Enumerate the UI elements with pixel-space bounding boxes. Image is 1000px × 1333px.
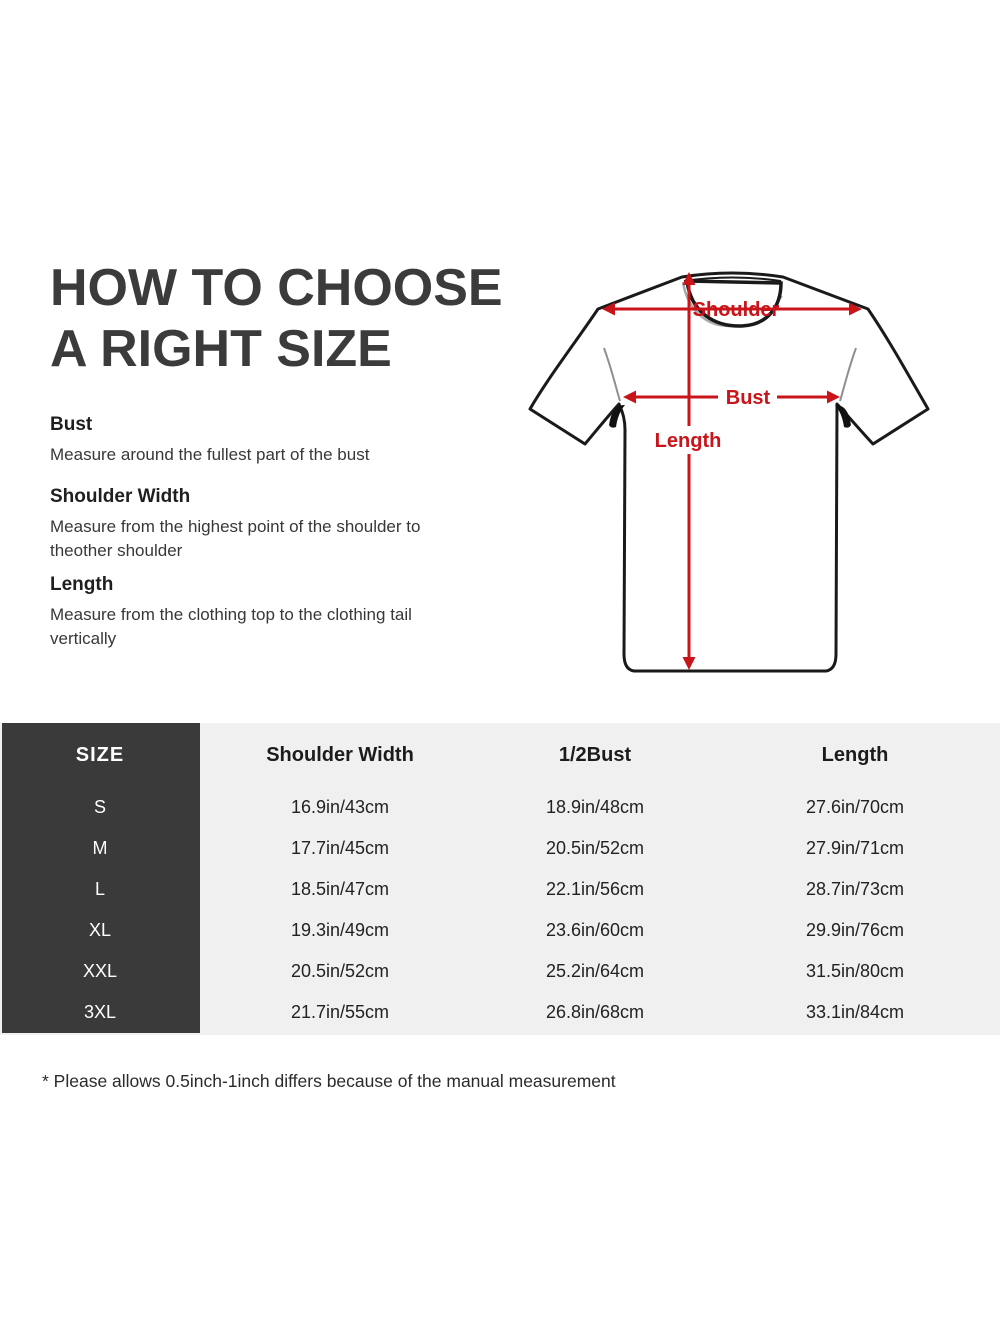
size-label: S bbox=[93, 797, 106, 817]
size-label: XXL bbox=[82, 961, 118, 981]
length-value: 27.6in/70cm bbox=[805, 797, 905, 817]
table-row-xl: XL 19.3in/49cm 23.6in/60cm 29.9in/76cm bbox=[0, 910, 1000, 951]
table-header-row: SIZE Shoulder Width 1/2Bust Length bbox=[0, 723, 1000, 787]
table-row-l: L 18.5in/47cm 22.1in/56cm 28.7in/73cm bbox=[0, 869, 1000, 910]
size-label: 3XL bbox=[83, 1002, 117, 1022]
sleeve-seams bbox=[603, 347, 857, 402]
shoulder-value: 18.5in/47cm bbox=[290, 879, 390, 899]
shoulder-value: 17.7in/45cm bbox=[290, 838, 390, 858]
header-shoulder-width: Shoulder Width bbox=[266, 743, 414, 766]
length-value: 27.9in/71cm bbox=[805, 838, 905, 858]
measurement-disclaimer: * Please allows 0.5inch-1inch differs be… bbox=[42, 1071, 616, 1091]
header-size: SIZE bbox=[75, 743, 125, 766]
table-row-m: M 17.7in/45cm 20.5in/52cm 27.9in/71cm bbox=[0, 828, 1000, 869]
guide-desc-length: Measure from the clothing top to the clo… bbox=[50, 605, 412, 648]
bust-value: 26.8in/68cm bbox=[545, 1002, 645, 1022]
size-label: L bbox=[94, 879, 105, 899]
shoulder-arrow-label: Shoulder bbox=[693, 299, 780, 321]
bust-value: 20.5in/52cm bbox=[545, 838, 645, 858]
shoulder-value: 19.3in/49cm bbox=[290, 920, 390, 940]
length-arrow-label: Length bbox=[655, 430, 722, 452]
guide-section-length: Length Measure from the clothing top to … bbox=[50, 574, 438, 651]
size-table: SIZE Shoulder Width 1/2Bust Length S 16.… bbox=[0, 723, 1000, 1035]
tshirt-outline bbox=[528, 271, 930, 673]
length-arrow bbox=[682, 272, 696, 670]
size-label: XL bbox=[88, 920, 112, 940]
guide-section-bust: Bust Measure around the fullest part of … bbox=[50, 414, 438, 467]
shoulder-arrow bbox=[602, 302, 862, 316]
bust-arrow-label: Bust bbox=[726, 387, 771, 409]
guide-title-bust: Bust bbox=[50, 414, 93, 435]
length-value: 33.1in/84cm bbox=[805, 1002, 905, 1022]
table-row-s: S 16.9in/43cm 18.9in/48cm 27.6in/70cm bbox=[0, 787, 1000, 828]
tshirt-measurement-diagram: Shoulder Bust Length bbox=[528, 271, 930, 673]
bust-arrow bbox=[623, 390, 840, 404]
bust-value: 23.6in/60cm bbox=[545, 920, 645, 940]
header-length: Length bbox=[821, 743, 889, 766]
bust-value: 22.1in/56cm bbox=[545, 879, 645, 899]
guide-section-shoulder-width: Shoulder Width Measure from the highest … bbox=[50, 486, 438, 563]
page-title-line1: HOW TO CHOOSE bbox=[50, 259, 503, 317]
length-value: 29.9in/76cm bbox=[805, 920, 905, 940]
collar bbox=[681, 276, 783, 328]
size-column-background bbox=[2, 723, 200, 1033]
page-title: HOW TO CHOOSE A RIGHT SIZE bbox=[50, 258, 503, 380]
shoulder-value: 16.9in/43cm bbox=[290, 797, 390, 817]
shoulder-value: 21.7in/55cm bbox=[290, 1002, 390, 1022]
table-row-xxl: XXL 20.5in/52cm 25.2in/64cm 31.5in/80cm bbox=[0, 951, 1000, 992]
length-value: 31.5in/80cm bbox=[805, 961, 905, 981]
guide-title-shoulder-width: Shoulder Width bbox=[50, 486, 191, 507]
table-row-3xl: 3XL 21.7in/55cm 26.8in/68cm 33.1in/84cm bbox=[0, 992, 1000, 1033]
header-half-bust: 1/2Bust bbox=[558, 743, 632, 766]
bust-value: 25.2in/64cm bbox=[545, 961, 645, 981]
length-value: 28.7in/73cm bbox=[805, 879, 905, 899]
size-label: M bbox=[92, 838, 108, 858]
page-title-line2: A RIGHT SIZE bbox=[50, 320, 392, 378]
guide-desc-shoulder-width: Measure from the highest point of the sh… bbox=[50, 517, 421, 560]
bust-value: 18.9in/48cm bbox=[545, 797, 645, 817]
shoulder-value: 20.5in/52cm bbox=[290, 961, 390, 981]
guide-title-length: Length bbox=[50, 574, 114, 595]
guide-desc-bust: Measure around the fullest part of the b… bbox=[50, 445, 370, 464]
armpit-shading bbox=[609, 404, 851, 428]
